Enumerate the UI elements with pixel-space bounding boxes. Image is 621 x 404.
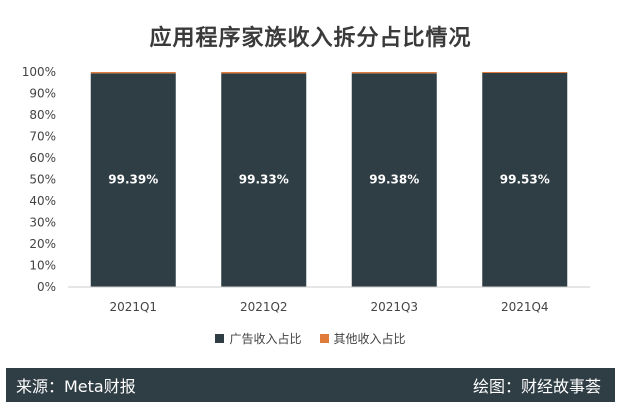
y-tick-label: 10% — [29, 259, 56, 273]
legend-label-ad: 广告收入占比 — [229, 332, 302, 346]
y-tick-label: 50% — [29, 173, 56, 187]
x-tick-label: 2021Q1 — [109, 300, 157, 314]
credit-text: 绘图：财经故事荟 — [472, 377, 601, 396]
data-label: 99.53% — [500, 173, 550, 187]
legend: 广告收入占比 其他收入占比 — [0, 330, 621, 347]
bar-group: 99.39% 99.33% 99.38% 99.53% — [90, 72, 568, 288]
legend-item-ad: 广告收入占比 — [215, 330, 302, 347]
y-tick-label: 40% — [29, 194, 56, 208]
bar-segment-ad — [482, 73, 568, 287]
bar-segment-ad — [351, 73, 437, 287]
legend-item-other: 其他收入占比 — [319, 330, 406, 347]
source-text: 来源：Meta财报 — [16, 377, 136, 396]
bar-segment-other — [482, 72, 568, 74]
x-axis: 2021Q1 2021Q2 2021Q3 2021Q4 — [68, 286, 590, 314]
bar-segment-other — [351, 72, 437, 74]
x-tick-label: 2021Q4 — [501, 300, 549, 314]
y-tick-label: 30% — [29, 216, 56, 230]
chart-title: 应用程序家族收入拆分占比情况 — [149, 26, 472, 51]
data-label: 99.39% — [108, 173, 158, 187]
y-tick-label: 80% — [29, 108, 56, 122]
bar-segment-other — [90, 72, 176, 74]
bar-segment-other — [221, 72, 307, 74]
y-tick-label: 60% — [29, 151, 56, 165]
x-tick-label: 2021Q3 — [370, 300, 418, 314]
x-tick-label: 2021Q2 — [240, 300, 288, 314]
y-tick-label: 0% — [37, 280, 56, 294]
y-tick-label: 20% — [29, 237, 56, 251]
bar-segment-ad — [90, 73, 176, 288]
legend-label-other: 其他收入占比 — [333, 332, 406, 346]
legend-swatch-ad — [215, 334, 225, 343]
data-label: 99.33% — [239, 173, 289, 187]
y-tick-label: 70% — [29, 130, 56, 144]
y-axis: 0% 10% 20% 30% 40% 50% 60% 70% 80% 90% 100% — [22, 65, 56, 294]
legend-swatch-other — [319, 334, 329, 343]
y-tick-label: 90% — [29, 87, 56, 101]
footer-bar: 来源：Meta财报 绘图：财经故事荟 — [6, 368, 615, 402]
data-label: 99.38% — [369, 173, 419, 187]
bar-chart: 0% 10% 20% 30% 40% 50% 60% 70% 80% 90% 100% 99.39%… — [22, 65, 590, 314]
y-tick-label: 100% — [22, 65, 56, 79]
bar-segment-ad — [221, 73, 307, 288]
